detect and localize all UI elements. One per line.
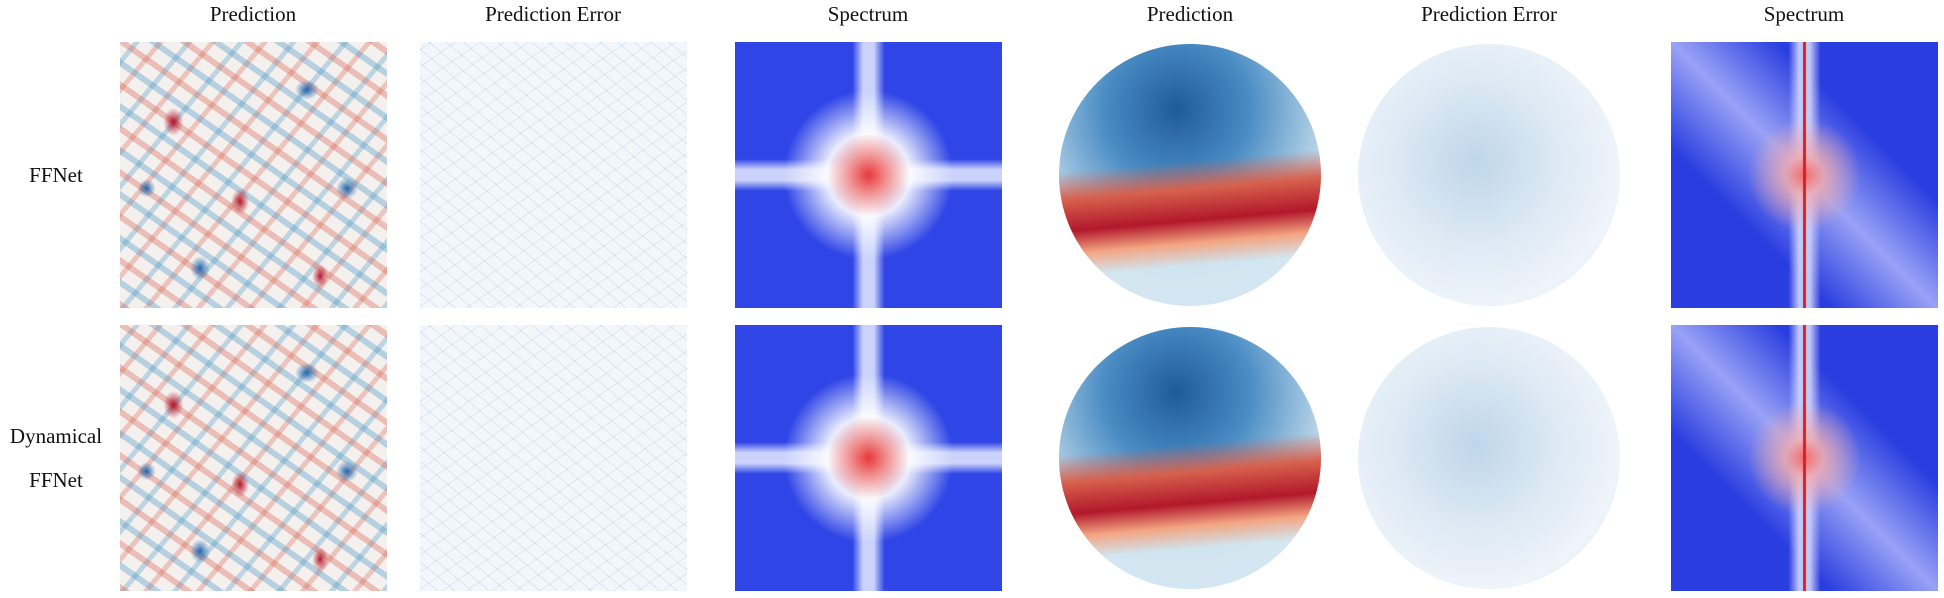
result-image [419,325,687,591]
result-image [419,42,687,308]
column-header: Prediction [1146,2,1234,26]
row-label: FFNet [29,163,83,187]
column-header: Spectrum [1763,2,1845,26]
result-image [1059,327,1321,589]
column-header: Prediction Error [485,2,621,26]
result-image [1670,325,1938,591]
result-image [1059,44,1321,306]
column-header: Prediction Error [1421,2,1557,26]
result-image [734,42,1002,308]
result-image [119,42,387,308]
result-image [119,325,387,591]
column-header: Prediction [209,2,297,26]
result-image [1358,44,1620,306]
result-image [1670,42,1938,308]
result-image [1358,327,1620,589]
row-label: Dynamical FFNet [9,424,103,492]
column-header: Spectrum [827,2,909,26]
result-image [734,325,1002,591]
